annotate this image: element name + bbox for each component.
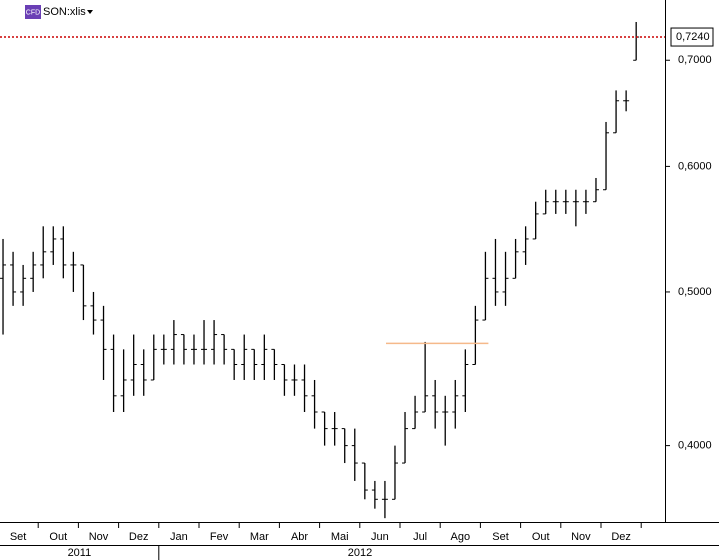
reference-label: 0,7240 xyxy=(676,31,710,43)
y-tick-label: 0,5000 xyxy=(678,286,712,298)
x-tick-label: Jun xyxy=(371,531,389,543)
x-tick-label: Nov xyxy=(89,531,109,543)
symbol[interactable]: SON:xlis xyxy=(43,6,86,18)
x-tick-label: Set xyxy=(10,531,27,543)
x-tick-label: Dez xyxy=(611,531,631,543)
x-tick-label: Dez xyxy=(129,531,149,543)
x-tick-label: Out xyxy=(49,531,67,543)
dropdown-arrow[interactable] xyxy=(87,10,93,14)
badge: CFD xyxy=(26,9,40,16)
x-tick-label: Abr xyxy=(291,531,308,543)
y-tick-label: 0,6000 xyxy=(678,160,712,172)
reference-label-box xyxy=(670,27,714,47)
x-tick-label: Jul xyxy=(413,531,427,543)
x-tick-label: Mai xyxy=(331,531,349,543)
x-tick-label: Mar xyxy=(250,531,269,543)
x-tick-label: Nov xyxy=(571,531,591,543)
y-tick-label: 0,7000 xyxy=(678,54,712,66)
y-tick-label: 0,4000 xyxy=(678,440,712,452)
year-label: 2012 xyxy=(348,547,372,559)
x-tick-label: Jan xyxy=(170,531,188,543)
x-tick-label: Fev xyxy=(210,531,229,543)
x-tick-label: Ago xyxy=(451,531,471,543)
x-tick-label: Out xyxy=(532,531,550,543)
x-tick-label: Set xyxy=(492,531,509,543)
badge-box xyxy=(25,5,41,19)
year-label: 2011 xyxy=(68,547,92,559)
